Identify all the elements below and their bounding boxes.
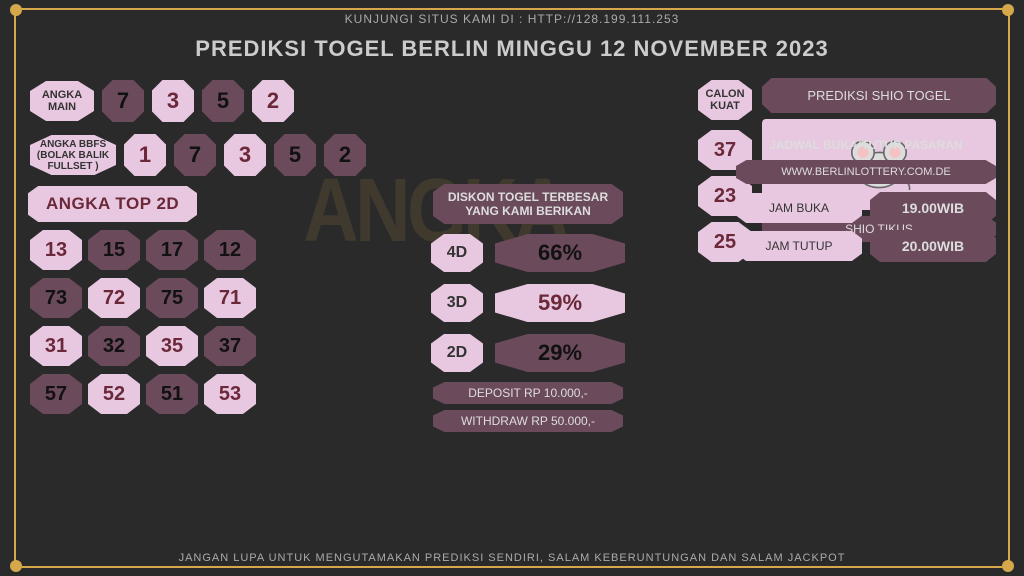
top2d-cell: 12 [204, 230, 256, 270]
angka-main-digit: 5 [202, 80, 244, 122]
angka-bbfs-label: ANGKA BBFS (BOLAK BALIK FULLSET ) [30, 135, 116, 175]
angka-main-row: ANGKA MAIN 7352 [28, 78, 368, 124]
top2d-cell: 32 [88, 326, 140, 366]
angka-bbfs-digit: 7 [174, 134, 216, 176]
diskon-value: 29% [495, 334, 625, 372]
angka-main-digit: 7 [102, 80, 144, 122]
top2d-cell: 35 [146, 326, 198, 366]
top2d-grid: 13151712 73727571 31323537 57525153 [28, 228, 368, 416]
top2d-label: ANGKA TOP 2D [28, 186, 197, 222]
diskon-label: 3D [431, 284, 483, 322]
top-banner: KUNJUNGI SITUS KAMI DI : HTTP://128.199.… [0, 12, 1024, 26]
page-title: PREDIKSI TOGEL BERLIN MINGGU 12 NOVEMBER… [0, 36, 1024, 62]
jam-buka-value: 19.00WIB [870, 192, 996, 224]
top2d-cell: 52 [88, 374, 140, 414]
jadwal-site: WWW.BERLINLOTTERY.COM.DE [736, 160, 996, 184]
angka-bbfs-digit: 1 [124, 134, 166, 176]
withdraw-info: WITHDRAW RP 50.000,- [433, 410, 623, 432]
jam-buka-label: JAM BUKA [736, 193, 862, 223]
top2d-cell: 15 [88, 230, 140, 270]
top2d-cell: 53 [204, 374, 256, 414]
angka-bbfs-row: ANGKA BBFS (BOLAK BALIK FULLSET ) 17352 [28, 132, 368, 178]
jam-tutup-value: 20.00WIB [870, 230, 996, 262]
diskon-value: 66% [495, 234, 625, 272]
top2d-cell: 17 [146, 230, 198, 270]
top2d-cell: 37 [204, 326, 256, 366]
angka-bbfs-digit: 2 [324, 134, 366, 176]
jadwal-header: JADWAL BUKA/TUTUP PASARAN [736, 138, 996, 152]
calon-kuat-label: CALON KUAT [698, 80, 752, 120]
top2d-cell: 51 [146, 374, 198, 414]
diskon-value: 59% [495, 284, 625, 322]
bottom-banner: JANGAN LUPA UNTUK MENGUTAMAKAN PREDIKSI … [0, 552, 1024, 564]
jam-tutup-label: JAM TUTUP [736, 231, 862, 261]
top2d-cell: 73 [30, 278, 82, 318]
diskon-label: 4D [431, 234, 483, 272]
top2d-cell: 57 [30, 374, 82, 414]
angka-bbfs-digit: 3 [224, 134, 266, 176]
top2d-cell: 71 [204, 278, 256, 318]
diskon-label: 2D [431, 334, 483, 372]
shio-header: PREDIKSI SHIO TOGEL [762, 78, 996, 113]
top2d-cell: 13 [30, 230, 82, 270]
top2d-cell: 72 [88, 278, 140, 318]
angka-main-label: ANGKA MAIN [30, 81, 94, 121]
top2d-cell: 31 [30, 326, 82, 366]
angka-main-digit: 2 [252, 80, 294, 122]
angka-main-digit: 3 [152, 80, 194, 122]
angka-bbfs-digit: 5 [274, 134, 316, 176]
deposit-info: DEPOSIT RP 10.000,- [433, 382, 623, 404]
diskon-header: DISKON TOGEL TERBESAR YANG KAMI BERIKAN [433, 184, 623, 224]
top2d-cell: 75 [146, 278, 198, 318]
